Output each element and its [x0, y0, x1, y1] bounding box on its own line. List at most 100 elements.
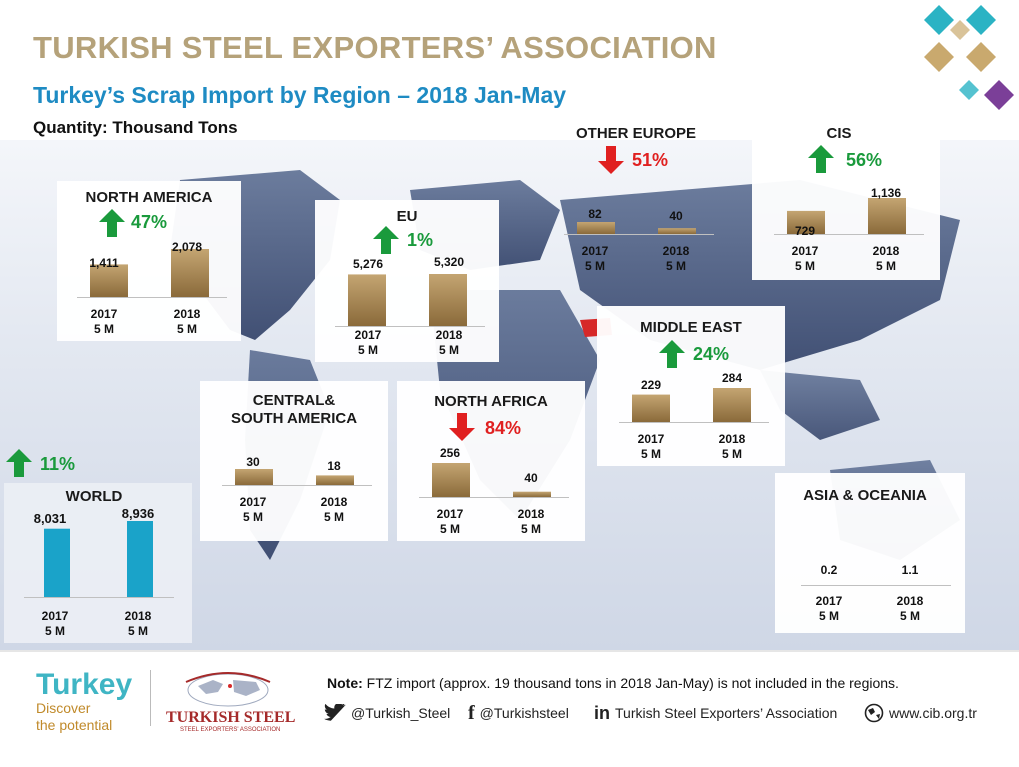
linkedin-icon: in [594, 702, 610, 723]
panel-cis: CIS 56% 729 1,136 2017 5 M 2018 5 M [752, 118, 940, 280]
panel-world: WORLD 8,031 8,936 2017 5 M 2018 5 M [4, 483, 192, 643]
change-percent: 24% [693, 344, 730, 364]
bar-2017 [348, 274, 386, 326]
up-arrow-icon [99, 209, 125, 237]
value-label-2017: 256 [439, 446, 461, 460]
bar-2017 [787, 210, 825, 234]
down-arrow-icon [449, 413, 475, 441]
change-percent: 51% [632, 150, 669, 170]
bar-2018 [713, 388, 751, 422]
bar-2017 [632, 394, 670, 422]
bar-2018 [429, 274, 467, 326]
x-label-2017: 2017 5 M [581, 244, 609, 273]
x-label-2017: 2017 5 M [436, 507, 464, 536]
bar-2017 [432, 463, 470, 497]
turkey-logo: Turkey [36, 668, 133, 701]
website-link[interactable]: www.cib.org.tr [864, 701, 977, 725]
value-label-2017: 82 [588, 207, 602, 221]
facebook-handle-text: @Turkishsteel [479, 705, 569, 721]
logo-separator [150, 670, 151, 726]
world-change-percent: 11% [40, 454, 76, 474]
x-label-2018: 2018 5 M [718, 432, 746, 461]
twitter-handle-text: @Turkish_Steel [351, 705, 451, 721]
bar-plot [801, 585, 951, 586]
value-label-2017: 229 [640, 378, 662, 392]
region-name: EU [396, 208, 418, 225]
x-label-2017: 2017 5 M [791, 244, 819, 273]
panel-asia-oceania: ASIA & OCEANIA 0.2 1.1 2017 5 M 2018 5 M [775, 473, 965, 633]
linkedin-link[interactable]: in Turkish Steel Exporters’ Association [594, 701, 837, 725]
x-label-2018: 2018 5 M [320, 495, 348, 524]
value-label-2018: 1.1 [901, 563, 919, 577]
region-name: CIS [826, 125, 852, 142]
website-text: www.cib.org.tr [889, 705, 977, 721]
x-label-2018: 2018 5 M [517, 507, 545, 536]
x-label-2017: 2017 5 M [637, 432, 665, 461]
value-label-2017: 729 [794, 224, 816, 238]
tsea-globe-logo [185, 672, 271, 707]
bar-2018 [868, 198, 906, 234]
facebook-icon: f [468, 701, 475, 724]
globe-icon [864, 703, 884, 723]
bar-plot [222, 469, 372, 486]
panel-central-south-america: CENTRAL& SOUTH AMERICA 30 18 2017 5 M 20… [200, 381, 388, 541]
bar-2018 [127, 521, 153, 597]
value-label-2017: 1,411 [89, 256, 119, 270]
note-text: FTZ import (approx. 19 thousand tons in … [362, 675, 899, 691]
tsea-logo-text: TURKISH STEEL [166, 709, 296, 726]
change-percent: 56% [846, 150, 883, 170]
bar-2018 [513, 491, 551, 497]
footer-divider [0, 650, 1019, 652]
x-label-2018: 2018 5 M [872, 244, 900, 273]
bar-2017 [235, 469, 273, 485]
value-label-2017: 0.2 [820, 563, 838, 577]
region-name: NORTH AFRICA [434, 393, 548, 410]
region-name: ASIA & OCEANIA [803, 487, 927, 504]
change-percent: 84% [485, 418, 522, 438]
bar-2017 [577, 222, 615, 234]
note-label: Note: [327, 675, 363, 691]
x-label-2017: 2017 5 M [815, 594, 843, 623]
region-name: OTHER EUROPE [575, 125, 696, 142]
x-label-2018: 2018 5 M [896, 594, 924, 623]
bar-plot [564, 222, 714, 235]
bar-plot [419, 463, 569, 498]
bar-plot [619, 388, 769, 423]
value-label-2018: 40 [524, 471, 538, 485]
bar-plot [24, 521, 174, 598]
up-arrow-icon [373, 226, 399, 254]
region-name: MIDDLE EAST [640, 319, 742, 336]
panel-north-africa: NORTH AFRICA 84% 256 40 2017 5 M 2018 5 … [397, 381, 585, 541]
bar-2017 [44, 528, 70, 597]
x-label-2017: 2017 5 M [90, 307, 118, 336]
chart-subtitle: Turkey’s Scrap Import by Region – 2018 J… [33, 82, 567, 108]
bar-2018 [316, 475, 354, 485]
value-label-2018: 8,936 [121, 506, 155, 521]
bar-2018 [171, 249, 209, 297]
up-arrow-icon [6, 449, 32, 477]
x-label-2018: 2018 5 M [435, 328, 463, 357]
bar-2018 [658, 228, 696, 234]
value-label-2017: 8,031 [33, 511, 67, 526]
facebook-handle[interactable]: f @Turkishsteel [468, 701, 569, 725]
page-title: TURKISH STEEL EXPORTERS’ ASSOCIATION [33, 30, 717, 65]
value-label-2017: 5,276 [352, 257, 384, 271]
footnote: Note: FTZ import (approx. 19 thousand to… [327, 675, 899, 691]
x-label-2018: 2018 5 M [662, 244, 690, 273]
up-arrow-icon [659, 340, 685, 368]
twitter-handle[interactable]: @Turkish_Steel [324, 701, 450, 725]
tsea-logo-subtext: STEEL EXPORTERS' ASSOCIATION [180, 727, 281, 733]
change-percent: 47% [131, 212, 168, 232]
x-label-2017: 2017 5 M [41, 609, 69, 638]
value-label-2018: 2,078 [171, 240, 203, 254]
x-label-2017: 2017 5 M [354, 328, 382, 357]
value-label-2018: 1,136 [870, 186, 902, 200]
region-name: CENTRAL& SOUTH AMERICA [230, 392, 358, 427]
change-percent: 1% [407, 230, 434, 250]
turkey-tagline: Discover the potential [36, 700, 113, 733]
value-label-2018: 284 [721, 371, 743, 385]
region-name: WORLD [65, 488, 123, 505]
down-arrow-icon [598, 146, 624, 174]
region-name: NORTH AMERICA [85, 189, 213, 206]
